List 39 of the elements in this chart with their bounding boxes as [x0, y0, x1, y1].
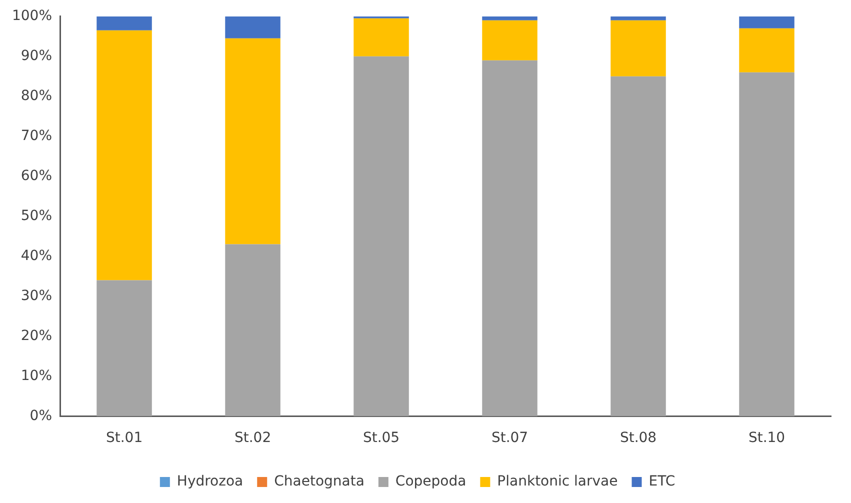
y-tick-label: 70%: [20, 128, 52, 144]
x-tick-label: St.05: [362, 430, 400, 446]
bar: [482, 16, 538, 20]
bar: [354, 56, 409, 416]
legend-label: Chaetognata: [274, 474, 364, 490]
x-tick-label: St.01: [106, 430, 143, 446]
x-tick-label: St.08: [620, 430, 657, 446]
x-tick-label: St.10: [748, 430, 786, 446]
y-tick-label: 40%: [20, 248, 52, 264]
bar: [482, 20, 538, 60]
legend-label: Copepoda: [395, 474, 466, 490]
y-tick-label: 0%: [30, 408, 52, 424]
bar: [739, 72, 794, 416]
x-tick-label: St.07: [491, 430, 528, 446]
bar: [739, 16, 794, 28]
y-tick-label: 30%: [20, 288, 52, 304]
bar: [96, 16, 152, 30]
bar: [225, 244, 280, 416]
y-tick-label: 100%: [12, 8, 52, 24]
bar: [739, 28, 794, 72]
y-tick-label: 10%: [20, 368, 52, 384]
y-tick-label: 90%: [20, 48, 52, 64]
bar: [225, 16, 280, 38]
bar: [610, 20, 666, 76]
legend-label: ETC: [648, 474, 676, 490]
bar: [610, 16, 666, 20]
y-tick-label: 80%: [20, 88, 52, 104]
bar: [482, 60, 538, 416]
legend-label: Hydrozoa: [176, 474, 244, 490]
bar: [96, 280, 152, 416]
y-tick-label: 20%: [20, 328, 52, 344]
y-tick-label: 60%: [20, 168, 52, 184]
legend-label: Planktonic larvae: [497, 474, 618, 490]
bar: [354, 18, 409, 56]
bar: [610, 76, 666, 416]
y-tick-label: 50%: [20, 208, 52, 224]
bar: [225, 38, 280, 244]
bar: [96, 30, 152, 280]
x-tick-label: St.02: [234, 430, 272, 446]
